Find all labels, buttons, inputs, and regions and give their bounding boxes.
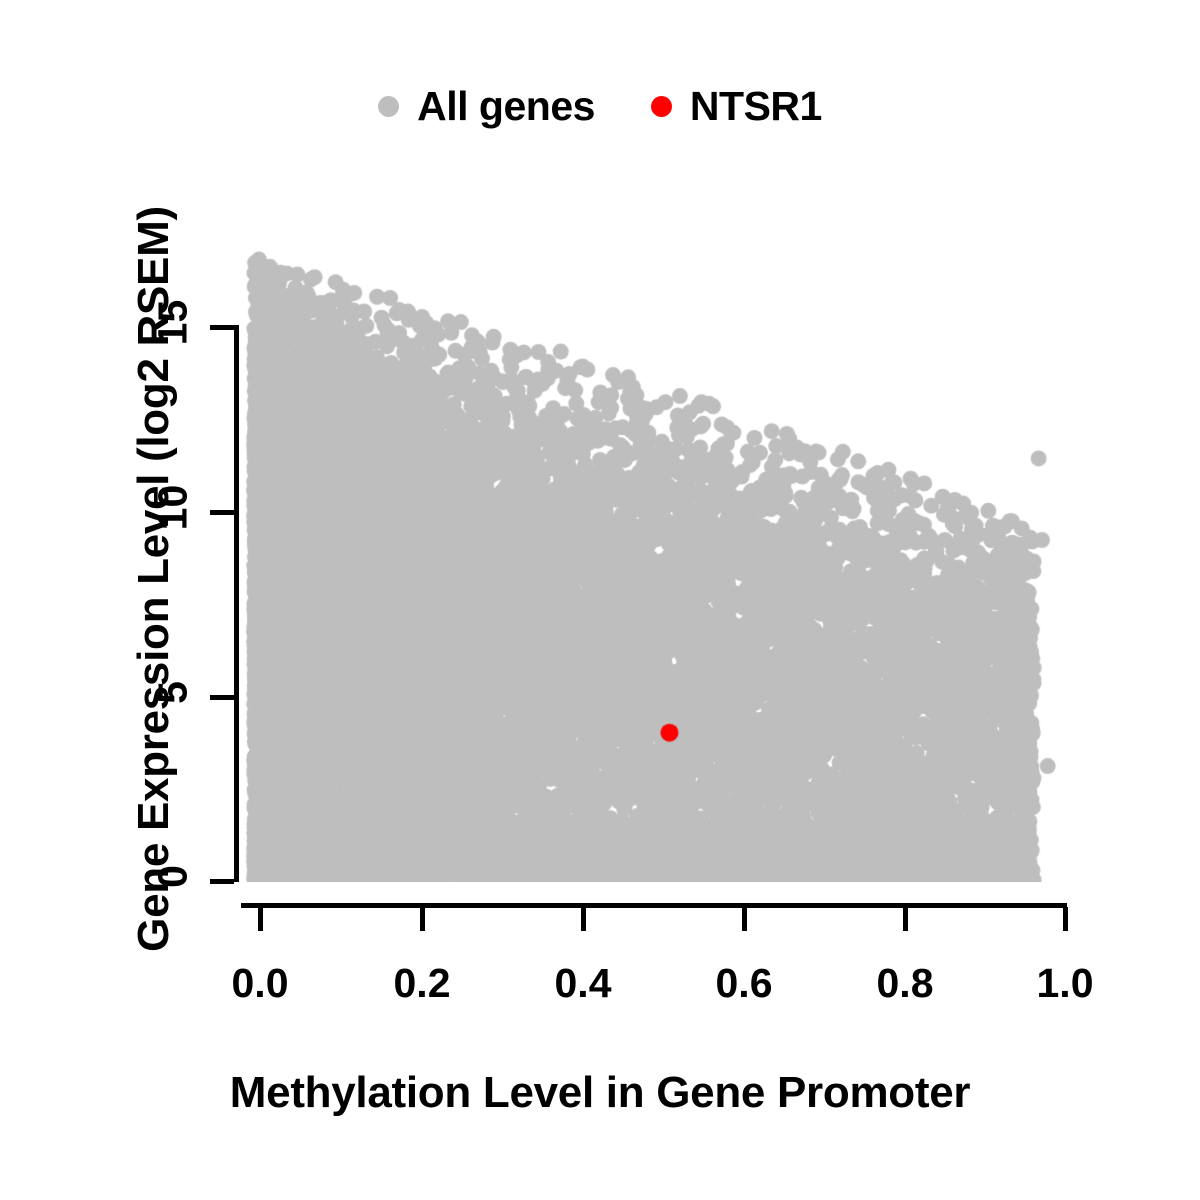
- y-tick-10: [210, 510, 234, 515]
- y-axis-line: [234, 325, 239, 882]
- x-tick-label-1-0: 1.0: [1036, 960, 1094, 1006]
- x-tick-0-6: [742, 907, 747, 931]
- x-axis-line: [241, 903, 1067, 908]
- x-tick-label-0-4: 0.4: [554, 960, 612, 1006]
- x-tick-1-0: [1063, 907, 1068, 931]
- legend-marker-all-genes-icon: [378, 95, 400, 117]
- x-tick-label-0-2: 0.2: [393, 960, 451, 1006]
- x-tick-0-4: [581, 907, 586, 931]
- x-tick-0-2: [420, 907, 425, 931]
- y-tick-15: [210, 325, 234, 330]
- x-tick-label-0-6: 0.6: [715, 960, 773, 1006]
- y-axis-title: Gene Expression Level (log2 RSEM): [129, 206, 178, 952]
- x-tick-label-0-0: 0.0: [231, 960, 289, 1006]
- y-tick-0: [210, 879, 234, 884]
- scatter-points-canvas: [241, 250, 1066, 882]
- legend-item-ntsr1: NTSR1: [650, 82, 822, 129]
- x-tick-0-0: [258, 907, 263, 931]
- plot-area: [241, 250, 1066, 882]
- x-tick-0-8: [903, 907, 908, 931]
- y-tick-5: [210, 695, 234, 700]
- legend-marker-ntsr1-icon: [650, 95, 672, 117]
- x-tick-label-0-8: 0.8: [876, 960, 934, 1006]
- chart-legend: All genes NTSR1: [0, 78, 1200, 134]
- legend-item-all-genes: All genes: [378, 82, 595, 129]
- legend-label-all-genes: All genes: [417, 82, 595, 129]
- legend-label-ntsr1: NTSR1: [689, 82, 822, 129]
- x-axis-title: Methylation Level in Gene Promoter: [229, 1068, 971, 1117]
